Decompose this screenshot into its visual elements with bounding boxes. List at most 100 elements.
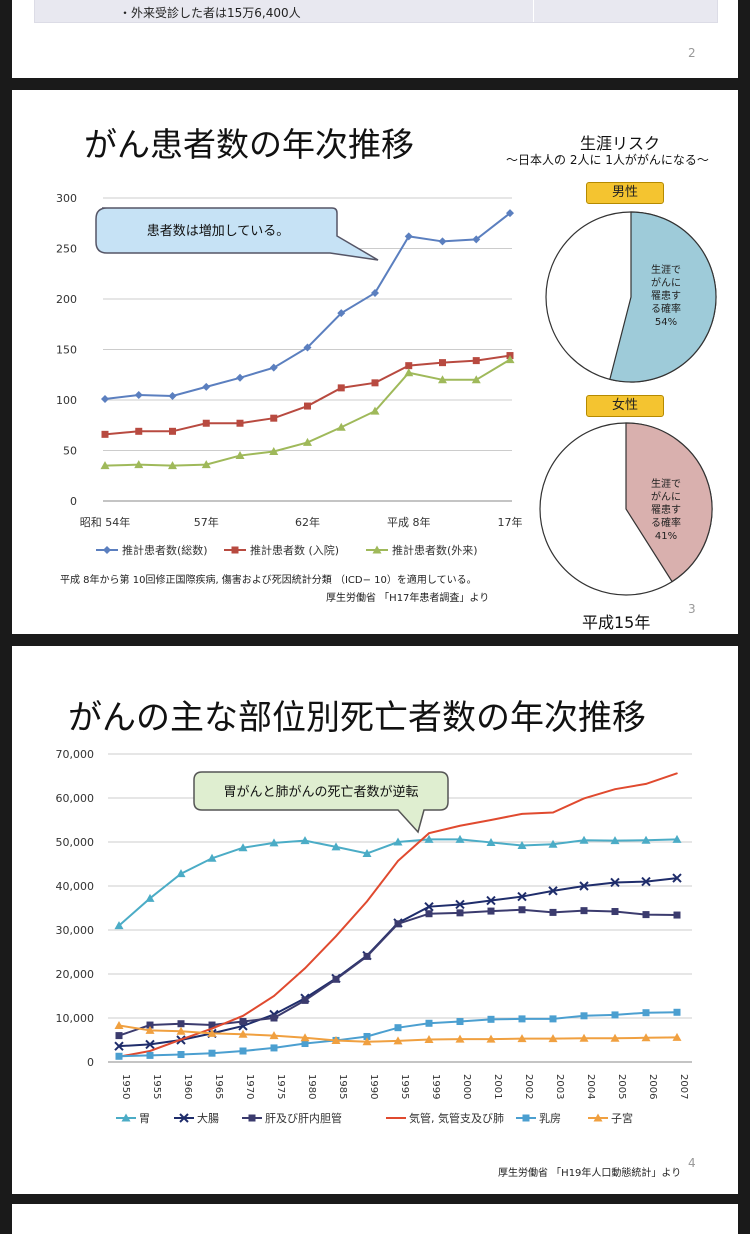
risk-title: 生涯リスク — [580, 134, 661, 153]
data-point — [242, 1015, 244, 1017]
x-tick-label: 昭和 54年 — [80, 515, 131, 529]
x-tick-label: 1965 — [213, 1074, 224, 1099]
data-point — [548, 886, 558, 896]
data-point — [405, 362, 413, 370]
data-point — [134, 390, 143, 399]
x-tick-label: 62年 — [295, 515, 320, 529]
data-point — [517, 1034, 527, 1043]
legend-marker — [372, 545, 382, 554]
data-point — [548, 1034, 558, 1043]
data-point — [337, 384, 345, 392]
y-tick-label: 0 — [70, 495, 77, 508]
pie-label: 罹患す — [651, 290, 681, 302]
data-point — [424, 1035, 434, 1044]
data-point — [135, 427, 143, 435]
data-point — [424, 901, 434, 912]
legend-label: 大腸 — [197, 1111, 219, 1125]
data-point — [459, 824, 461, 827]
chart-note: 平成 8年から第 10回修正国際疾病, 傷害および死因統計分類 （ICD− 10… — [60, 575, 477, 586]
x-tick-label: 1980 — [306, 1074, 317, 1099]
pie-label: 54% — [655, 317, 677, 328]
x-tick-label: 2003 — [554, 1074, 565, 1099]
data-point — [362, 848, 372, 857]
data-point — [579, 835, 589, 844]
data-point — [673, 911, 681, 919]
y-tick-label: 100 — [56, 394, 77, 407]
data-point — [238, 843, 248, 852]
legend-marker — [593, 1113, 603, 1122]
page-number: 2 — [688, 46, 696, 60]
data-point — [176, 869, 186, 878]
y-tick-label: 50 — [63, 445, 77, 458]
data-point — [580, 907, 588, 915]
x-tick-label: 2002 — [523, 1074, 534, 1099]
data-point — [235, 451, 245, 460]
data-point — [611, 908, 619, 916]
data-point — [208, 1049, 216, 1057]
data-point — [486, 837, 496, 846]
x-tick-label: 1950 — [120, 1074, 131, 1099]
callout-bubble: 胃がんと肺がんの死亡者数が逆転 — [193, 771, 449, 834]
y-tick-label: 0 — [87, 1056, 94, 1069]
data-point — [332, 975, 340, 983]
pie-label: 生涯で — [651, 477, 681, 490]
data-point — [641, 835, 651, 844]
data-point — [211, 1027, 213, 1030]
x-tick-label: 平成 8年 — [387, 515, 431, 529]
data-point — [238, 1029, 248, 1038]
data-point — [303, 437, 312, 446]
legend-label: 胃 — [139, 1112, 150, 1125]
data-point — [269, 838, 279, 847]
data-point — [428, 832, 430, 834]
data-point — [363, 1032, 371, 1040]
legend-marker — [248, 1114, 256, 1122]
pie-label: 41% — [655, 531, 677, 542]
data-point — [269, 1031, 279, 1040]
data-point — [518, 1015, 526, 1023]
slide-title: がん患者数の年次推移 — [84, 125, 414, 164]
slide-title: がんの主な部位別死亡者数の年次推移 — [68, 698, 646, 738]
y-tick-label: 30,000 — [56, 924, 95, 937]
data-point — [394, 1024, 402, 1032]
data-point — [506, 209, 514, 218]
x-tick-label: 2000 — [461, 1074, 472, 1099]
legend-marker — [103, 546, 111, 554]
data-point — [455, 899, 465, 910]
x-tick-label: 1990 — [368, 1074, 379, 1099]
data-point — [438, 375, 447, 384]
cancer-death-chart: 0 10,000 20,000 30,000 40,000 50,000 60,000 70,… — [56, 748, 692, 1125]
series-line — [118, 908, 678, 1037]
data-point — [425, 1019, 433, 1027]
data-point — [548, 839, 558, 848]
data-point — [335, 935, 337, 937]
data-point — [146, 1021, 154, 1029]
data-point — [269, 447, 279, 456]
data-point — [393, 1036, 403, 1045]
data-point — [168, 461, 177, 470]
y-tick-label: 60,000 — [56, 792, 95, 805]
x-tick-label: 1970 — [244, 1074, 255, 1099]
data-point — [673, 1008, 681, 1016]
data-point — [614, 788, 616, 790]
x-tick-label: 1960 — [182, 1074, 193, 1099]
data-point — [177, 1020, 185, 1028]
data-point — [101, 430, 109, 438]
data-point — [672, 834, 682, 843]
x-tick-label: 17年 — [498, 515, 523, 529]
data-point — [642, 911, 650, 919]
series-line — [118, 838, 678, 927]
data-point — [611, 1011, 619, 1019]
data-point — [270, 1014, 278, 1022]
pie-label: がんに — [651, 490, 681, 503]
legend-marker — [121, 1113, 131, 1122]
pie-label: 生涯で — [651, 263, 681, 276]
data-point — [371, 379, 379, 387]
data-point — [336, 422, 346, 431]
data-point — [486, 895, 496, 906]
data-point — [331, 1035, 341, 1044]
table-bullet-text: ・外来受診した者は15万6,400人 — [119, 6, 301, 20]
pie-label: がんに — [651, 276, 681, 289]
data-point — [487, 907, 495, 915]
